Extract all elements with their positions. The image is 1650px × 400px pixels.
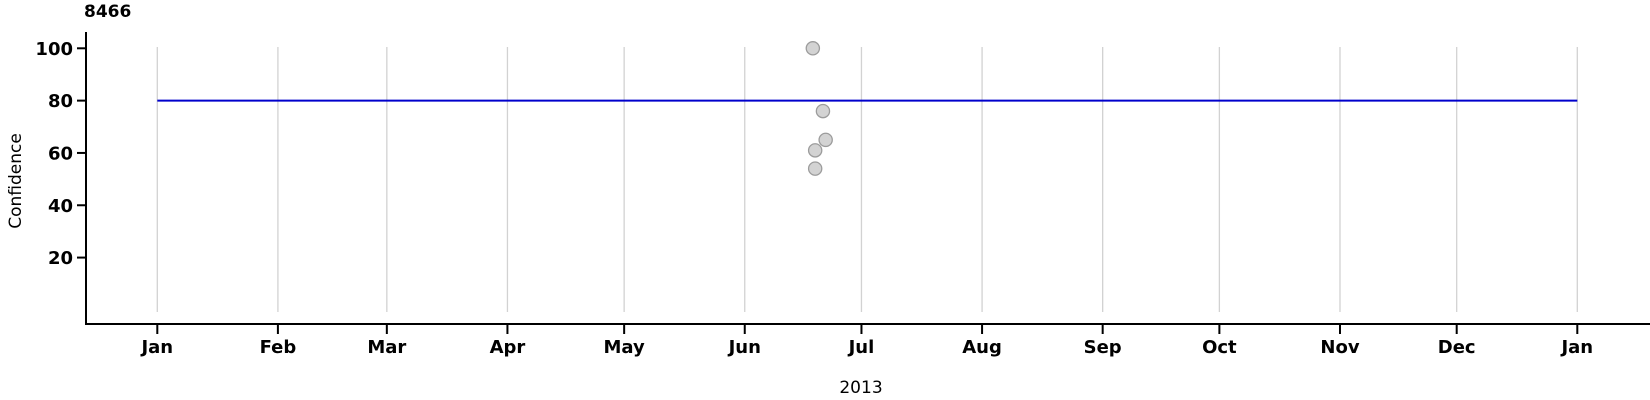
x-tick-label: Dec (1438, 337, 1476, 358)
scatter-point (818, 132, 833, 148)
x-tick-label: Jul (847, 337, 875, 358)
x-tick-label: Oct (1202, 337, 1237, 358)
y-tick-label: 20 (48, 248, 73, 269)
scatter-point (815, 103, 831, 119)
x-axis-title: 2013 (839, 378, 883, 398)
scatter-point (807, 161, 823, 176)
x-tick-label: May (604, 337, 646, 358)
x-tick-label: Sep (1084, 337, 1122, 358)
y-tick-label: 80 (48, 91, 73, 112)
scatter-point (805, 41, 821, 56)
x-tick-label: Nov (1320, 337, 1359, 358)
y-tick-label: 100 (35, 39, 73, 60)
x-tick-label: Jun (727, 337, 761, 358)
x-tick-label: Apr (490, 337, 526, 358)
x-tick-label: Jan (139, 337, 173, 358)
y-tick-label: 40 (48, 196, 73, 217)
scatter-point (807, 143, 823, 158)
x-tick-label: Feb (260, 337, 297, 358)
chart-title: 8466 (84, 2, 132, 22)
x-tick-label: Jan (1559, 337, 1593, 358)
y-tick-label: 60 (48, 143, 73, 164)
x-tick-label: Mar (367, 337, 406, 358)
x-tick-label: Aug (962, 337, 1002, 358)
